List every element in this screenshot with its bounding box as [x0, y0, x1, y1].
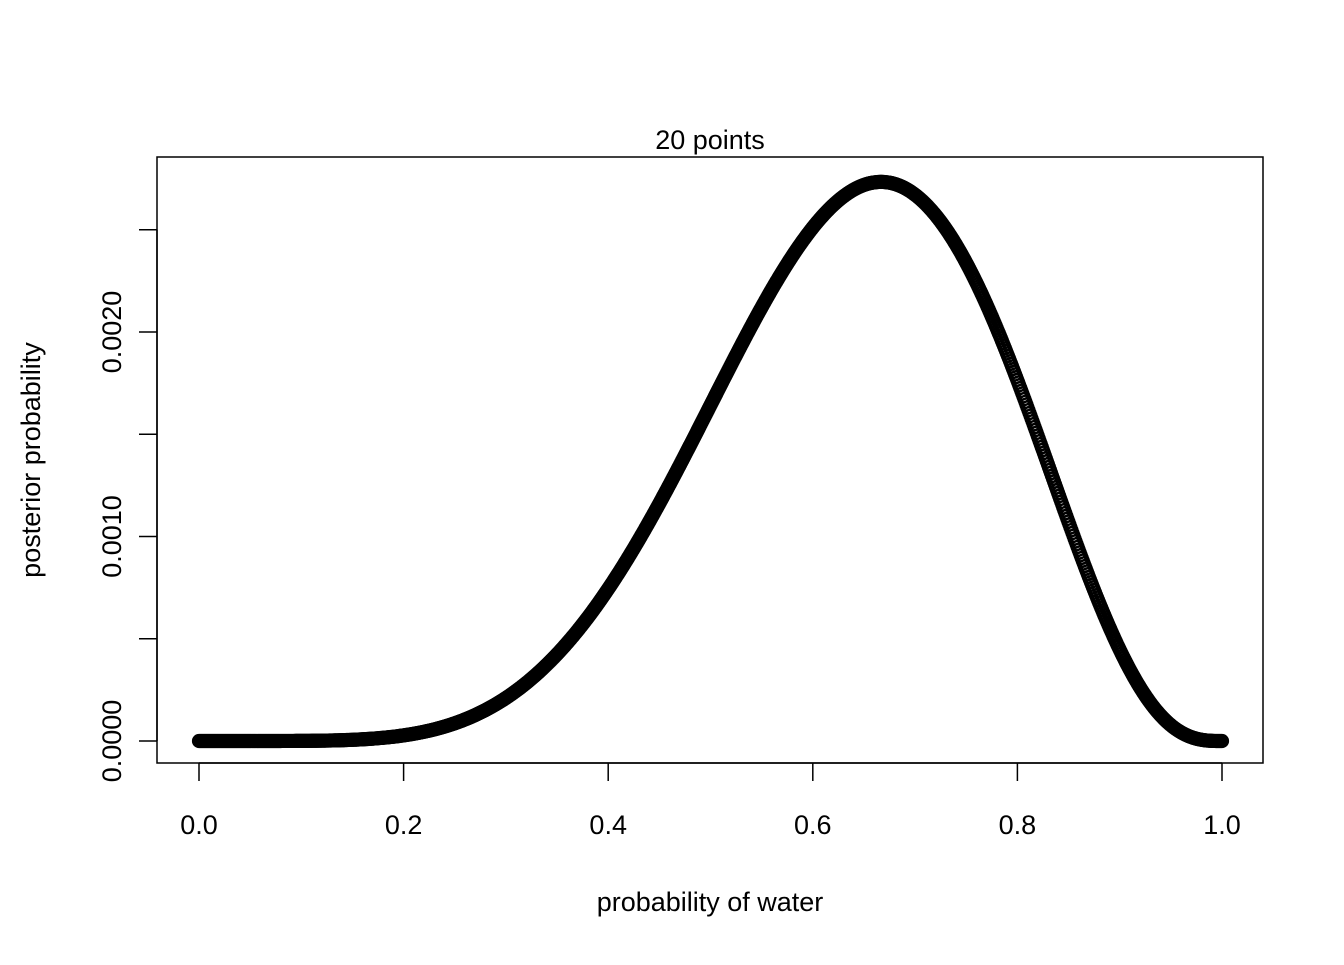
y-tick-label: 0.0020: [97, 291, 127, 374]
data-point: [1214, 733, 1230, 749]
chart-title: 20 points: [655, 125, 765, 155]
data-points: [191, 174, 1230, 749]
x-tick-label: 0.4: [589, 810, 627, 840]
y-axis: 0.0000 0.0010 0.0020: [97, 229, 158, 783]
plot-box: [156, 156, 1264, 764]
x-tick-label: 0.0: [180, 810, 218, 840]
x-axis-label: probability of water: [597, 887, 824, 917]
x-tick-label: 0.8: [999, 810, 1037, 840]
y-tick-label: 0.0000: [97, 700, 127, 783]
x-tick-label: 0.2: [385, 810, 423, 840]
x-tick-label: 0.6: [794, 810, 832, 840]
y-axis-label: posterior probability: [16, 342, 46, 578]
x-tick-label: 1.0: [1203, 810, 1241, 840]
y-tick-label: 0.0010: [97, 495, 127, 578]
x-axis: 0.0 0.2 0.4 0.6 0.8 1.0: [180, 762, 1241, 840]
